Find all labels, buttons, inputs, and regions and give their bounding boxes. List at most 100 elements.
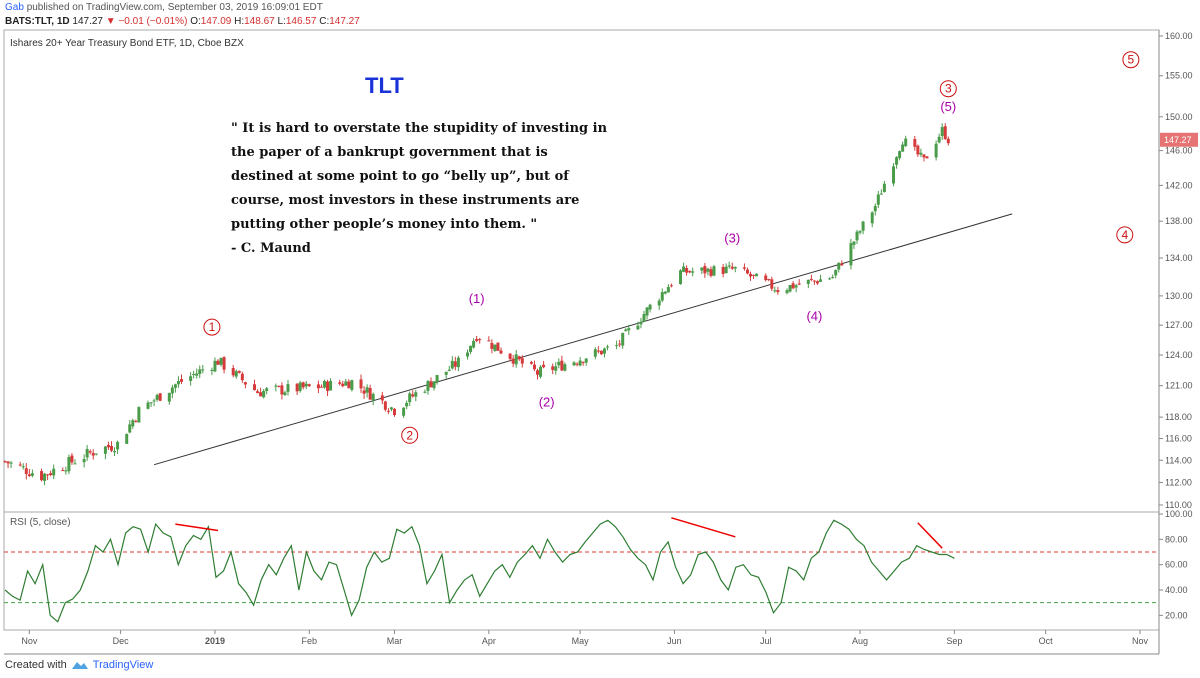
candle-body[interactable] [365,387,369,393]
candle-body[interactable] [222,357,226,370]
candle-body[interactable] [876,194,880,205]
candle-body[interactable] [478,339,482,341]
candle-body[interactable] [648,304,652,310]
candle-body[interactable] [113,451,117,453]
candle-body[interactable] [88,451,92,453]
candle-body[interactable] [326,381,330,391]
candle-body[interactable] [733,266,737,269]
candle-body[interactable] [828,278,832,280]
candle-body[interactable] [444,371,448,375]
candle-body[interactable] [167,392,171,402]
candle-body[interactable] [362,390,366,394]
candle-body[interactable] [453,361,457,367]
candle-body[interactable] [137,407,141,423]
candle-body[interactable] [770,279,774,289]
candle-body[interactable] [237,370,241,373]
candle-body[interactable] [873,206,877,212]
candle-body[interactable] [286,384,290,392]
candle-body[interactable] [43,473,47,481]
candle-body[interactable] [46,474,50,476]
candle-body[interactable] [307,384,311,387]
candle-body[interactable] [85,449,89,458]
candle-body[interactable] [895,157,899,165]
candle-body[interactable] [70,455,74,463]
candle-body[interactable] [554,366,558,371]
candle-body[interactable] [624,329,628,332]
candle-body[interactable] [49,473,53,475]
candle-body[interactable] [557,361,561,366]
candle-body[interactable] [749,273,753,277]
candle-body[interactable] [383,401,387,410]
candle-body[interactable] [767,279,771,281]
candle-body[interactable] [639,321,643,325]
candle-body[interactable] [855,231,859,241]
candle-body[interactable] [487,340,491,342]
tradingview-brand[interactable]: TradingView [92,659,154,671]
candle-body[interactable] [344,381,348,386]
candle-body[interactable] [943,126,947,140]
candle-body[interactable] [615,345,619,347]
candle-body[interactable] [3,461,7,463]
candle-body[interactable] [922,154,926,158]
candle-body[interactable] [435,375,439,383]
candle-body[interactable] [405,402,409,407]
candle-body[interactable] [371,393,375,401]
candle-body[interactable] [940,127,944,136]
candle-body[interactable] [660,292,664,301]
candle-body[interactable] [572,362,576,366]
candle-body[interactable] [146,402,150,409]
candle-body[interactable] [259,392,263,397]
candle-body[interactable] [27,474,31,477]
candle-body[interactable] [934,143,938,158]
candle-body[interactable] [809,279,813,281]
candle-body[interactable] [657,300,661,306]
candle-body[interactable] [721,266,725,274]
candle-body[interactable] [67,457,71,472]
candle-body[interactable] [231,368,235,376]
candle-body[interactable] [426,381,430,391]
candle-body[interactable] [776,290,780,293]
candle-body[interactable] [386,410,390,412]
candle-body[interactable] [642,314,646,322]
candle-body[interactable] [529,361,533,364]
candle-body[interactable] [879,193,883,195]
candle-body[interactable] [913,139,917,147]
candle-body[interactable] [645,307,649,316]
candle-body[interactable] [103,446,107,454]
candle-body[interactable] [155,394,159,400]
candle-body[interactable] [712,266,716,276]
candle-body[interactable] [511,358,515,364]
candle-body[interactable] [469,345,473,352]
candle-body[interactable] [380,395,384,401]
candle-body[interactable] [262,390,266,398]
candle-body[interactable] [316,384,320,389]
candle-body[interactable] [64,470,68,472]
candle-body[interactable] [818,279,822,282]
candle-body[interactable] [791,283,795,289]
candle-body[interactable] [563,364,567,371]
candle-body[interactable] [128,424,132,433]
candle-body[interactable] [189,376,193,381]
candle-body[interactable] [9,462,13,464]
candle-body[interactable] [466,352,470,357]
candle-body[interactable] [599,350,603,355]
candle-body[interactable] [450,360,454,369]
candle-body[interactable] [861,221,865,231]
candle-body[interactable] [539,366,543,377]
candle-body[interactable] [682,266,686,272]
candle-body[interactable] [937,136,941,143]
candle-body[interactable] [578,360,582,366]
candle-body[interactable] [536,370,540,375]
candle-body[interactable] [621,333,625,346]
candle-body[interactable] [411,394,415,397]
candle-body[interactable] [575,363,579,365]
candle-body[interactable] [898,151,902,159]
candle-body[interactable] [30,473,34,476]
candle-body[interactable] [402,407,406,416]
candle-body[interactable] [131,420,135,427]
candle-body[interactable] [149,402,153,404]
candle-body[interactable] [508,353,512,359]
candle-body[interactable] [840,263,844,266]
candle-body[interactable] [858,231,862,233]
candle-body[interactable] [730,266,734,269]
